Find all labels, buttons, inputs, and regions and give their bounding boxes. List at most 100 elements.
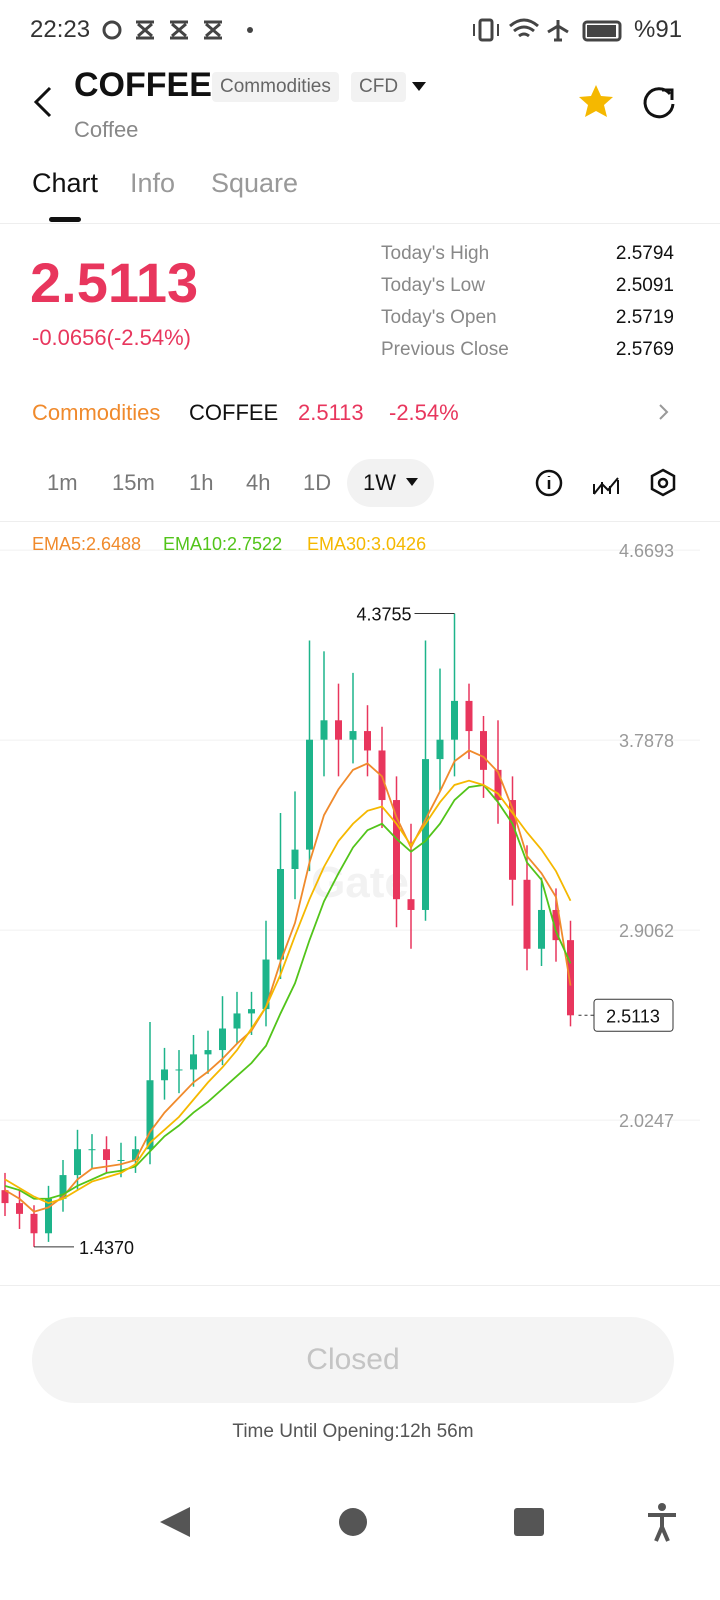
stat-value: 2.5794 <box>615 243 674 264</box>
annotation-label: 4.3755 <box>356 604 411 624</box>
candle-body <box>219 1028 226 1051</box>
ticker-price: 2.5113 <box>298 400 364 425</box>
battery-level: %91 <box>634 16 683 43</box>
tag: CFD <box>351 72 407 102</box>
symbol: COFFEE <box>74 66 212 104</box>
y-tick-label: 4.6693 <box>619 541 674 561</box>
candle-body <box>335 720 342 740</box>
interval-selected-bg <box>347 459 434 507</box>
candle-body <box>538 909 545 949</box>
candle-body <box>436 739 444 760</box>
candle-body <box>74 1149 81 1176</box>
candle-body <box>146 1080 154 1150</box>
stat-label: Today's Open <box>381 307 497 328</box>
opening-note: Time Until Opening:12h 56m <box>232 1421 474 1442</box>
candle-body <box>88 1149 96 1151</box>
divider <box>0 521 720 522</box>
last-price-label: 2.5113 <box>606 1006 660 1026</box>
stat-label: Today's Low <box>381 275 485 296</box>
legend-entry: EMA10:2.7522 <box>163 534 282 554</box>
candle-body <box>233 1013 241 1029</box>
candle-body <box>1 1190 9 1204</box>
candle-body <box>523 879 531 949</box>
ticker-symbol: COFFEE <box>189 400 279 425</box>
interval[interactable]: 15m <box>112 470 155 495</box>
stat-label: Today's High <box>381 243 490 264</box>
ema-line <box>4 779 572 1205</box>
divider <box>0 223 720 224</box>
trade-button-label: Closed <box>306 1343 400 1376</box>
price-chart: Gate 4.6693 3.7878 2.9062 2.0247 EMA5:2.6488… <box>0 534 700 1258</box>
interval[interactable]: 1W <box>363 470 396 495</box>
candle-body <box>190 1054 197 1070</box>
interval[interactable]: 1h <box>189 470 214 495</box>
candle-body <box>451 700 458 740</box>
legend-entry: EMA30:3.0426 <box>307 534 426 554</box>
interval[interactable]: 1m <box>47 470 78 495</box>
candle-body <box>262 959 270 1010</box>
status-icons <box>102 20 253 40</box>
dropdown-arrow[interactable] <box>410 80 428 94</box>
candle-body <box>103 1149 110 1160</box>
ema-line <box>4 783 572 1200</box>
ticker-category[interactable]: Commodities <box>32 400 161 425</box>
candle-body <box>132 1149 139 1160</box>
candle-body <box>204 1050 212 1055</box>
divider <box>0 1285 720 1286</box>
chart-tools[interactable] <box>532 466 682 500</box>
candle-body <box>291 849 299 870</box>
system-icons <box>473 18 622 42</box>
interval[interactable]: 1D <box>303 470 332 495</box>
watermark: Gate <box>311 858 409 907</box>
y-tick-label: 2.0247 <box>619 1111 674 1131</box>
tab[interactable]: Chart <box>32 168 99 198</box>
status-time: 22:23 <box>30 16 91 43</box>
candle-body <box>16 1203 23 1214</box>
candle-body <box>277 869 284 960</box>
stat-value: 2.5719 <box>615 307 674 328</box>
candle-body <box>248 1009 255 1014</box>
candle-body <box>393 800 400 900</box>
interval[interactable]: 4h <box>246 470 271 495</box>
tab[interactable]: Info <box>130 168 176 198</box>
candle-body <box>320 720 328 740</box>
candle-body <box>45 1198 52 1234</box>
subtitle: Coffee <box>74 117 139 142</box>
y-tick-label: 3.7878 <box>619 731 674 751</box>
candle-body <box>161 1069 168 1081</box>
stat-value: 2.5091 <box>615 275 674 296</box>
refresh-button[interactable] <box>640 84 678 122</box>
stat-value: 2.5769 <box>615 339 674 360</box>
candle-body <box>59 1175 67 1199</box>
candle-body <box>567 940 574 1016</box>
candle-body <box>552 909 560 941</box>
chevron[interactable] <box>656 402 672 422</box>
ema-line <box>4 749 572 1213</box>
favorite-star[interactable] <box>576 82 616 122</box>
stat-label: Previous Close <box>381 339 509 360</box>
ticker-change: -2.54% <box>389 400 459 425</box>
candle-body <box>175 1069 183 1071</box>
candle-body <box>117 1159 125 1161</box>
candle-body <box>407 899 415 910</box>
nav-bar <box>160 1503 676 1542</box>
tab-indicator <box>49 217 81 222</box>
candle-body <box>494 769 502 801</box>
tab[interactable]: Square <box>211 168 299 198</box>
candle-body <box>30 1213 38 1234</box>
candle-body <box>364 731 371 751</box>
last-price-box <box>593 998 674 1032</box>
dropdown-arrow[interactable] <box>404 476 420 488</box>
trade-button[interactable] <box>32 1317 674 1403</box>
candle-body <box>509 800 516 880</box>
candle-body <box>480 731 487 770</box>
price: 2.5113 <box>30 251 199 314</box>
candle-body <box>422 759 429 910</box>
price-change: -0.0656(-2.54%) <box>32 325 191 350</box>
candle-body <box>349 731 357 740</box>
tag: Commodities <box>212 72 339 102</box>
back-button[interactable] <box>28 84 58 120</box>
y-tick-label: 2.9062 <box>619 921 674 941</box>
candle-body <box>465 700 473 732</box>
